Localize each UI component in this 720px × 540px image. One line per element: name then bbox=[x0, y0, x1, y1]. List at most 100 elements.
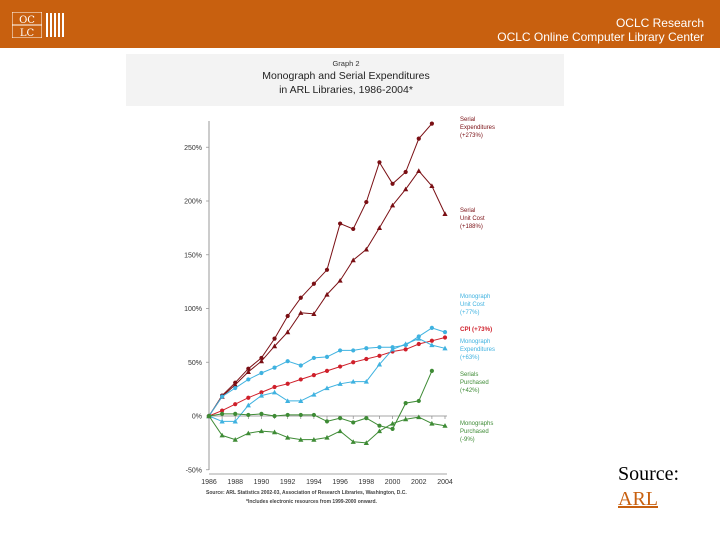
y-tick-label: -50% bbox=[186, 467, 202, 474]
data-point bbox=[351, 420, 356, 425]
x-tick-label: 2004 bbox=[437, 479, 453, 486]
data-point bbox=[403, 401, 408, 406]
data-point bbox=[403, 341, 409, 347]
data-point bbox=[338, 364, 343, 369]
series-line bbox=[208, 338, 446, 422]
data-point bbox=[258, 392, 265, 398]
logo-text-top: OC bbox=[19, 15, 35, 26]
data-point bbox=[271, 343, 278, 349]
series-label-name: Expenditures bbox=[460, 125, 495, 131]
series-label-change: (+273%) bbox=[460, 133, 483, 139]
data-point bbox=[376, 428, 383, 434]
data-point bbox=[271, 429, 278, 435]
data-point bbox=[324, 419, 330, 424]
data-point bbox=[429, 121, 434, 126]
data-point bbox=[245, 402, 251, 408]
data-point bbox=[219, 432, 225, 438]
data-point bbox=[220, 411, 225, 416]
oclc-logo: OC LC bbox=[12, 12, 42, 38]
series-label-name: Purchased bbox=[460, 380, 489, 386]
data-point bbox=[389, 202, 396, 208]
data-point bbox=[272, 365, 277, 370]
x-tick-label: 1986 bbox=[201, 479, 217, 486]
data-point bbox=[285, 359, 290, 364]
data-point bbox=[245, 430, 251, 436]
data-point bbox=[337, 381, 343, 386]
data-point bbox=[272, 413, 277, 419]
series-label-name: Expenditures bbox=[460, 347, 495, 353]
data-point bbox=[324, 354, 330, 359]
source-link-arl[interactable]: ARL bbox=[618, 488, 658, 510]
series-label: Serial Unit Cost (+188%) bbox=[460, 208, 485, 230]
series-label-change: (+63%) bbox=[460, 355, 480, 361]
x-tick-label: 1998 bbox=[359, 479, 375, 486]
data-point bbox=[285, 434, 291, 440]
x-tick-label: 1992 bbox=[280, 479, 296, 486]
series-label-change: (+42%) bbox=[460, 388, 480, 394]
data-point bbox=[298, 377, 303, 382]
data-point bbox=[364, 346, 369, 351]
data-point bbox=[363, 440, 369, 445]
y-tick-label: 150% bbox=[184, 252, 202, 259]
data-point bbox=[271, 389, 278, 395]
series-label-name: Monograph bbox=[460, 294, 490, 300]
data-point bbox=[376, 361, 383, 367]
data-point bbox=[338, 348, 343, 353]
data-point bbox=[363, 246, 369, 252]
data-point bbox=[311, 437, 317, 442]
series-line bbox=[208, 337, 446, 417]
data-point bbox=[389, 346, 396, 352]
series-label-name: CPI (+73%) bbox=[460, 326, 492, 333]
data-point bbox=[246, 412, 251, 418]
data-point bbox=[403, 416, 409, 422]
data-point bbox=[416, 168, 422, 173]
x-tick-label: 2002 bbox=[411, 479, 427, 486]
source-label: Source: bbox=[618, 463, 680, 485]
data-point bbox=[429, 368, 434, 373]
data-point bbox=[298, 310, 304, 315]
x-tick-label: 1990 bbox=[254, 479, 270, 486]
data-point bbox=[389, 420, 396, 426]
data-point bbox=[377, 423, 382, 428]
data-point bbox=[337, 277, 343, 283]
data-point bbox=[324, 368, 330, 373]
data-point bbox=[298, 398, 304, 404]
data-point bbox=[364, 356, 369, 362]
series-label: Monograph Unit Cost (+77%) bbox=[460, 294, 490, 316]
data-point bbox=[232, 382, 238, 387]
series-line bbox=[208, 123, 433, 417]
data-point bbox=[429, 325, 434, 330]
series-label-name: Serials bbox=[460, 372, 478, 378]
data-point bbox=[324, 434, 330, 440]
data-point bbox=[298, 295, 303, 300]
data-point bbox=[246, 377, 251, 382]
series-line bbox=[208, 370, 433, 430]
data-point bbox=[364, 416, 369, 421]
logo-bars-icon bbox=[46, 13, 64, 37]
data-point bbox=[377, 160, 382, 165]
y-tick-label: 0% bbox=[192, 414, 202, 421]
data-point bbox=[338, 221, 343, 226]
data-point bbox=[403, 186, 409, 192]
data-point bbox=[311, 281, 316, 286]
org-line-2: OCLC Online Computer Library Center bbox=[497, 30, 704, 44]
data-point bbox=[233, 402, 238, 407]
x-tick-label: 1994 bbox=[306, 479, 322, 486]
series-label-name: Serial bbox=[460, 117, 475, 123]
chart-title-line-2: in ARL Libraries, 1986-2004* bbox=[279, 84, 413, 96]
data-point bbox=[219, 418, 225, 424]
data-point bbox=[272, 336, 277, 341]
y-tick-label: 250% bbox=[184, 145, 202, 152]
org-line-1: OCLC Research bbox=[615, 16, 704, 30]
data-point bbox=[351, 226, 356, 232]
header-bar: OC LC OCLC Research OCLC Online Computer… bbox=[0, 0, 720, 48]
data-point bbox=[246, 366, 251, 371]
data-point bbox=[442, 211, 448, 216]
series-label: Monographs Purchased (-9%) bbox=[460, 421, 493, 443]
data-point bbox=[220, 394, 225, 399]
y-tick-label: 100% bbox=[184, 306, 202, 313]
data-point bbox=[442, 330, 448, 335]
data-point bbox=[416, 136, 421, 141]
data-point bbox=[429, 420, 435, 426]
